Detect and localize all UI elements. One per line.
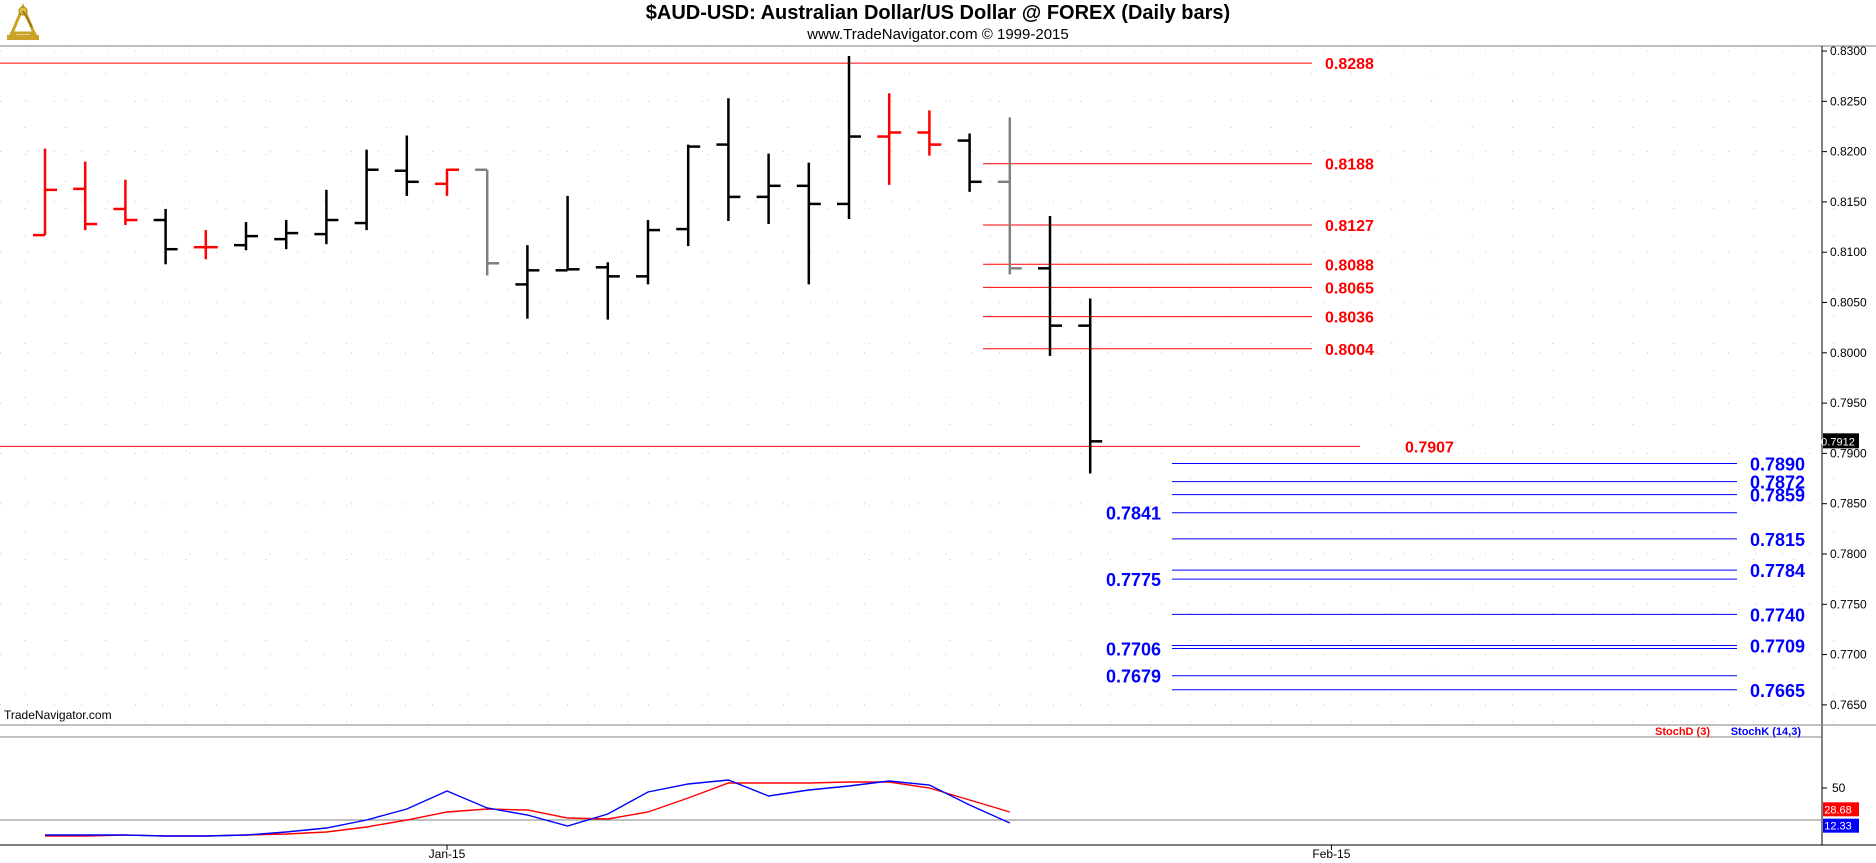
ohlc-bar bbox=[796, 162, 821, 285]
stoch-series-line bbox=[45, 781, 1011, 837]
stoch-y-tick-label: 50 bbox=[1832, 781, 1846, 795]
y-tick-label: 0.8250 bbox=[1830, 94, 1867, 108]
resistance-label: 0.8127 bbox=[1325, 218, 1374, 235]
y-tick-label: 0.8150 bbox=[1830, 195, 1867, 209]
resistance-label: 0.7907 bbox=[1405, 439, 1454, 456]
ohlc-bar bbox=[354, 149, 379, 231]
stoch-last-box bbox=[1823, 802, 1859, 817]
stoch-d-last-value: 28.68 bbox=[1824, 804, 1852, 816]
ohlc-bar bbox=[756, 153, 781, 225]
stoch-k-last-value: 12.33 bbox=[1824, 821, 1852, 833]
y-tick-label: 0.7950 bbox=[1830, 396, 1867, 410]
price-axis: 0.8300 0.8250 0.8200 0.8150 0.8100 0.8050 0.80… bbox=[1822, 44, 1867, 712]
ohlc-bar bbox=[435, 168, 459, 196]
support-label: 0.7841 bbox=[1106, 504, 1161, 524]
ohlc-bar bbox=[1038, 216, 1062, 356]
ohlc-bar bbox=[555, 195, 580, 272]
y-tick-label: 0.7700 bbox=[1830, 648, 1867, 662]
y-tick-label: 0.8000 bbox=[1830, 346, 1867, 360]
support-label: 0.7775 bbox=[1106, 570, 1161, 590]
x-tick-label: Feb-15 bbox=[1312, 847, 1350, 861]
last-price-box bbox=[1823, 433, 1859, 449]
ohlc-bar bbox=[475, 168, 500, 276]
support-label: 0.7740 bbox=[1750, 605, 1805, 625]
ohlc-bar bbox=[877, 93, 902, 185]
stochastic-panel: 50 bbox=[45, 779, 1859, 837]
y-tick-label: 0.7800 bbox=[1830, 547, 1867, 561]
y-tick-label: 0.8050 bbox=[1830, 296, 1867, 310]
ohlc-bar bbox=[636, 220, 660, 285]
last-price-label: 0.7912 bbox=[1821, 436, 1855, 448]
support-label: 0.7706 bbox=[1106, 640, 1161, 660]
price-bars bbox=[33, 56, 1103, 474]
y-tick-label: 0.7850 bbox=[1830, 497, 1867, 511]
resistance-label: 0.8188 bbox=[1325, 157, 1374, 174]
ohlc-bar bbox=[515, 245, 540, 319]
watermark: TradeNavigator.com bbox=[4, 708, 112, 722]
ohlc-bar bbox=[997, 117, 1022, 275]
y-tick-label: 0.7750 bbox=[1830, 597, 1867, 611]
ohlc-bar bbox=[234, 222, 258, 251]
ohlc-bar bbox=[153, 208, 178, 265]
ohlc-bar bbox=[957, 133, 982, 192]
stoch-last-box bbox=[1823, 818, 1859, 833]
resistance-label: 0.8065 bbox=[1325, 280, 1374, 297]
ohlc-bar bbox=[1078, 298, 1103, 474]
ohlc-bar bbox=[274, 220, 299, 250]
resistance-label: 0.8088 bbox=[1325, 257, 1374, 274]
support-label: 0.7784 bbox=[1750, 561, 1805, 581]
support-label: 0.7815 bbox=[1750, 530, 1805, 550]
support-label: 0.7665 bbox=[1750, 681, 1805, 701]
y-tick-label: 0.8200 bbox=[1830, 145, 1867, 159]
chart-frame bbox=[0, 45, 1876, 846]
support-label: 0.7890 bbox=[1750, 454, 1805, 474]
page-title: $AUD-USD: Australian Dollar/US Dollar @ … bbox=[645, 2, 1231, 24]
y-tick-label: 0.8100 bbox=[1830, 245, 1867, 259]
y-tick-label: 0.8300 bbox=[1830, 44, 1867, 58]
support-label: 0.7859 bbox=[1750, 486, 1805, 506]
chart-header: $AUD-USD: Australian Dollar/US Dollar @ … bbox=[0, 0, 1876, 46]
ohlc-bar bbox=[314, 189, 339, 245]
sextant-logo-icon bbox=[7, 3, 39, 40]
y-tick-label: 0.7900 bbox=[1830, 446, 1867, 460]
y-tick-label: 0.7650 bbox=[1830, 698, 1867, 712]
ohlc-bar bbox=[73, 161, 98, 231]
ohlc-bar bbox=[837, 56, 861, 220]
date-axis: Jan-15 Feb-15 bbox=[429, 845, 1351, 861]
resistance-label: 0.8036 bbox=[1325, 310, 1374, 327]
chart-grid bbox=[0, 46, 1835, 725]
support-label: 0.7679 bbox=[1106, 667, 1161, 687]
ohlc-bar bbox=[917, 110, 942, 156]
stoch-series-line bbox=[45, 779, 1011, 837]
x-tick-label: Jan-15 bbox=[429, 847, 466, 861]
ohlc-bar bbox=[595, 262, 620, 320]
ohlc-bar bbox=[33, 148, 57, 237]
resistance-levels: 0.8288 0.8188 0.8127 0.8088 0.8065 0.8036 0.80… bbox=[0, 56, 1454, 456]
stoch-d-legend: StochD (3) bbox=[1655, 726, 1710, 738]
ohlc-bar bbox=[394, 135, 419, 196]
ohlc-bar bbox=[193, 230, 218, 260]
ohlc-bar bbox=[676, 144, 701, 247]
resistance-label: 0.8288 bbox=[1325, 56, 1374, 73]
stoch-k-legend: StochK (14,3) bbox=[1731, 726, 1802, 738]
resistance-label: 0.8004 bbox=[1325, 342, 1374, 359]
support-label: 0.7872 bbox=[1750, 473, 1805, 493]
ohlc-bar bbox=[716, 98, 741, 222]
ohlc-bar bbox=[113, 179, 138, 226]
support-label: 0.7709 bbox=[1750, 637, 1805, 657]
page-subtitle: www.TradeNavigator.com © 1999-2015 bbox=[807, 26, 1069, 43]
